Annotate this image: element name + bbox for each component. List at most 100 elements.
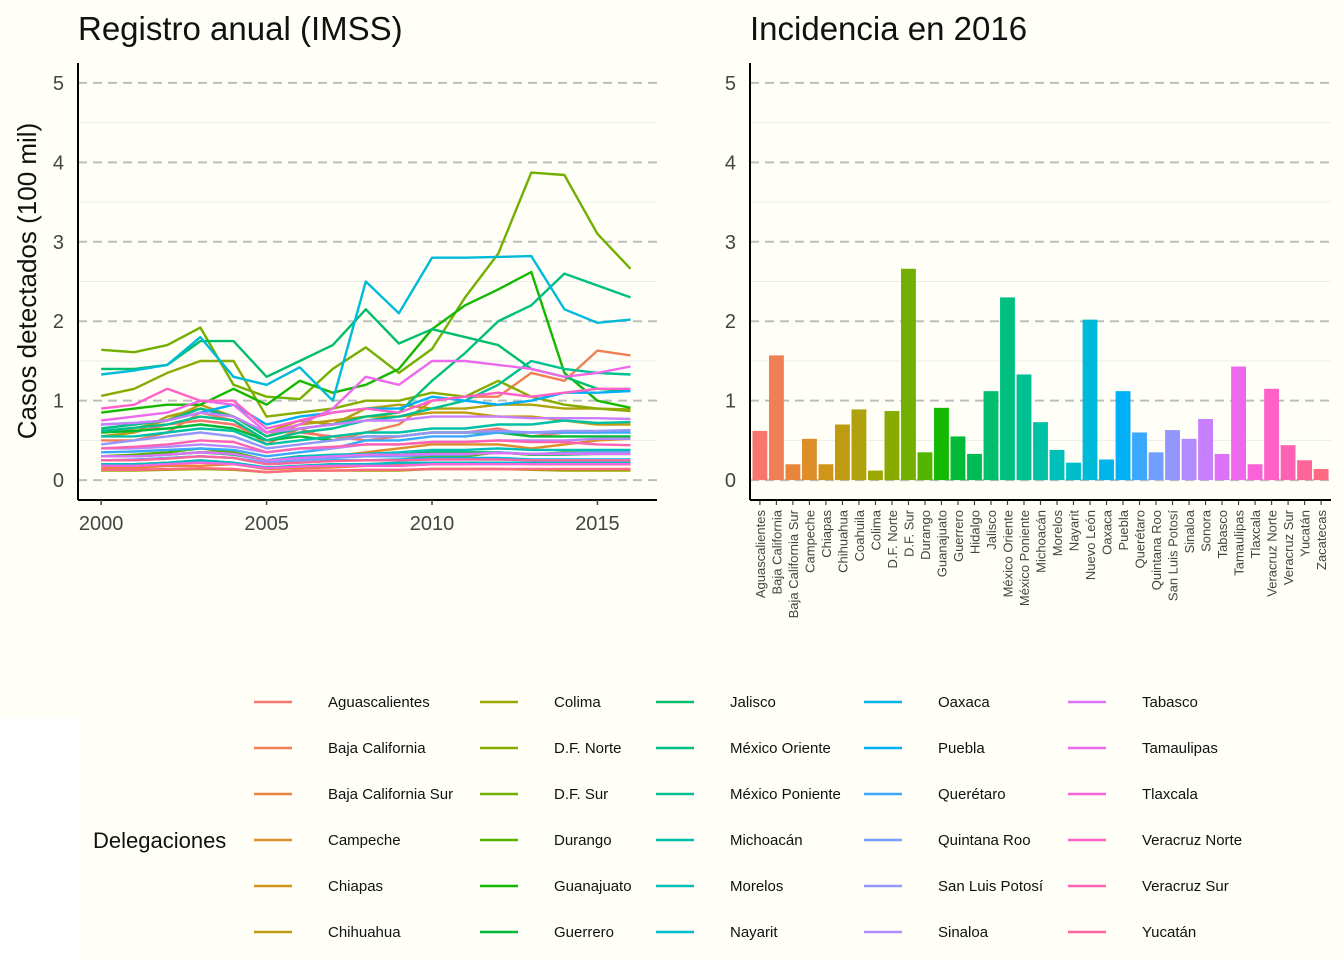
category-label: Durango — [918, 510, 933, 560]
series-line — [101, 459, 631, 469]
line-chart-axes: 0 1 2 3 4 5 2000 2005 2010 2015 — [53, 63, 657, 535]
bar — [917, 452, 933, 481]
series-line — [101, 359, 631, 434]
legend-label: Morelos — [730, 878, 783, 895]
bar — [1082, 319, 1098, 481]
legend-label: Puebla — [938, 740, 985, 757]
legend-items: Aguascalientes Baja California Baja Califo… — [254, 694, 1242, 941]
bar — [768, 355, 784, 481]
x-tick-label: 2015 — [575, 513, 620, 535]
legend-label: México Oriente — [730, 740, 831, 757]
legend-label: San Luis Potosí — [938, 878, 1044, 895]
legend-label: Yucatán — [1142, 924, 1196, 941]
legend-label: Sinaloa — [938, 924, 989, 941]
legend-label: Nayarit — [730, 924, 778, 941]
legend-label: Veracruz Sur — [1142, 878, 1229, 895]
bar — [1049, 449, 1065, 481]
category-label: Colima — [868, 509, 883, 550]
line-chart-grid — [78, 81, 657, 482]
bar — [1297, 460, 1313, 481]
legend-label: Campeche — [328, 832, 401, 849]
legend-label: Guanajuato — [554, 878, 632, 895]
series-line — [101, 461, 631, 470]
legend-label: Colima — [554, 694, 601, 711]
bar — [1099, 459, 1114, 481]
legend-label: México Poniente — [730, 786, 841, 803]
legend-label: Oaxaca — [938, 694, 990, 711]
series-line — [101, 254, 631, 402]
legend-label: D.F. Sur — [554, 786, 608, 803]
legend-label: Michoacán — [730, 832, 803, 849]
x-tick-label: 2005 — [244, 513, 289, 535]
category-label: Oaxaca — [1100, 509, 1115, 555]
legend-label: Baja California — [328, 740, 426, 757]
bar — [868, 470, 883, 481]
bar — [851, 409, 867, 481]
category-label: Veracruz Norte — [1265, 510, 1280, 597]
category-label: Guanajuato — [935, 510, 950, 577]
bar — [1115, 391, 1131, 481]
y-tick-label: 2 — [725, 311, 736, 333]
y-tick-label: 3 — [725, 232, 736, 254]
bar — [983, 391, 999, 481]
legend-key-area — [246, 680, 1266, 960]
bar — [1214, 453, 1230, 481]
bar — [1016, 374, 1032, 481]
bar — [785, 464, 801, 481]
series-line — [101, 451, 631, 462]
legend-label: Chihuahua — [328, 924, 401, 941]
category-label: Chiapas — [819, 510, 834, 558]
bar — [1000, 297, 1015, 481]
series-line — [101, 455, 631, 466]
legend-label: Querétaro — [938, 786, 1006, 803]
bar — [752, 430, 768, 481]
bar — [950, 436, 966, 481]
bar — [1247, 464, 1263, 481]
category-label: Tabasco — [1215, 510, 1230, 558]
x-tick-label: 2000 — [79, 513, 124, 535]
legend-label: Quintana Roo — [938, 832, 1031, 849]
category-label: Aguascalientes — [753, 510, 768, 599]
series-line — [101, 387, 631, 430]
category-label: Veracruz Sur — [1281, 509, 1296, 585]
series-line — [101, 272, 631, 438]
series-line — [100, 359, 631, 418]
legend-label: Guerrero — [554, 924, 614, 941]
legend-label: Chiapas — [328, 878, 383, 895]
category-label: Jalisco — [984, 510, 999, 550]
legend-label: Aguascalientes — [328, 694, 430, 711]
x-tick-label: 2010 — [410, 513, 455, 535]
bar — [1066, 462, 1081, 481]
legend-label: Durango — [554, 832, 612, 849]
bar — [1231, 366, 1246, 481]
category-label: Coahuila — [852, 509, 867, 561]
category-label: Tlaxcala — [1248, 509, 1263, 558]
legend-label: Veracruz Norte — [1142, 832, 1242, 849]
line-chart-panel: Registro anual (IMSS) Casos detectados (… — [12, 10, 657, 535]
bar — [818, 464, 834, 481]
bar — [901, 268, 916, 481]
y-tick-label: 5 — [725, 73, 736, 95]
bar — [934, 407, 949, 481]
category-label: Sonora — [1199, 509, 1214, 552]
series-line — [101, 419, 631, 446]
bar — [1033, 422, 1048, 481]
bar — [1313, 469, 1329, 481]
series-line — [101, 439, 631, 454]
bar — [801, 438, 817, 481]
legend-label: Tabasco — [1142, 694, 1198, 711]
category-label: Puebla — [1116, 509, 1131, 550]
y-tick-label: 2 — [53, 311, 64, 333]
category-label: México Oriente — [1001, 510, 1016, 597]
category-label: Baja California — [769, 509, 784, 594]
legend: Delegaciones Aguascalientes Baja Californ… — [0, 680, 1266, 960]
category-label: Baja California Sur — [786, 509, 801, 618]
bar — [1198, 418, 1213, 481]
legend-label: Tlaxcala — [1142, 786, 1199, 803]
category-label: San Luis Potosí — [1166, 510, 1181, 601]
y-tick-label: 4 — [725, 152, 736, 174]
legend-label: Baja California Sur — [328, 786, 453, 803]
bar — [1148, 452, 1164, 481]
y-tick-label: 0 — [725, 470, 736, 492]
